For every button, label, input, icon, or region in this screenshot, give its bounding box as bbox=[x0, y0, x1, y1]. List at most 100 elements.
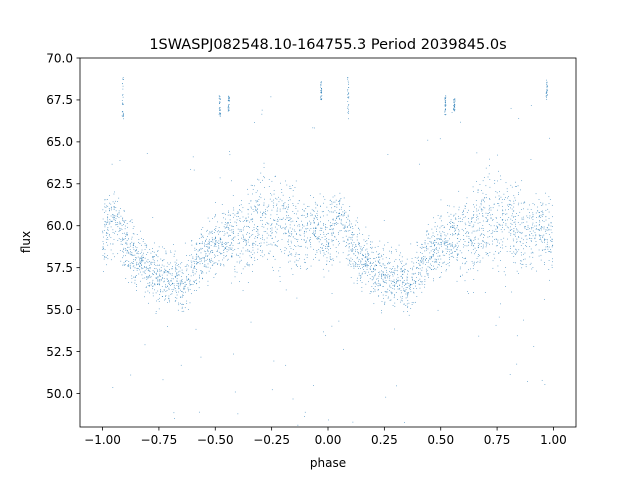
data-point bbox=[445, 264, 447, 265]
data-point bbox=[390, 287, 392, 289]
data-point bbox=[270, 235, 272, 237]
data-point bbox=[268, 204, 270, 206]
data-point bbox=[271, 194, 273, 196]
data-point bbox=[314, 235, 315, 237]
data-point bbox=[254, 237, 256, 239]
data-point bbox=[183, 288, 185, 290]
data-point bbox=[128, 264, 129, 265]
data-point bbox=[263, 211, 264, 213]
data-point bbox=[167, 281, 169, 282]
data-point bbox=[378, 256, 380, 258]
data-point bbox=[232, 237, 234, 239]
data-point bbox=[358, 272, 360, 274]
data-point bbox=[310, 244, 311, 245]
data-point bbox=[244, 238, 246, 240]
data-point bbox=[421, 243, 422, 245]
data-point bbox=[442, 251, 444, 252]
data-point bbox=[379, 262, 381, 264]
data-point bbox=[395, 283, 397, 284]
data-point bbox=[292, 203, 294, 204]
data-point bbox=[505, 267, 506, 268]
data-point bbox=[184, 266, 186, 267]
data-point bbox=[347, 227, 348, 228]
data-point bbox=[446, 248, 448, 250]
data-point bbox=[173, 289, 175, 291]
data-point bbox=[369, 293, 371, 294]
data-point bbox=[119, 221, 120, 223]
data-point bbox=[546, 92, 547, 93]
data-point bbox=[499, 217, 501, 218]
data-point bbox=[382, 286, 384, 287]
data-point bbox=[210, 250, 212, 251]
data-point bbox=[452, 222, 453, 223]
data-point bbox=[264, 213, 266, 214]
data-point bbox=[181, 311, 183, 312]
data-point bbox=[383, 281, 384, 283]
data-point bbox=[144, 266, 145, 267]
data-point bbox=[121, 115, 123, 117]
data-point bbox=[134, 259, 136, 261]
data-point bbox=[242, 221, 244, 222]
data-point bbox=[510, 234, 512, 236]
data-point bbox=[227, 214, 229, 216]
data-point bbox=[450, 223, 451, 224]
data-point bbox=[262, 223, 263, 225]
data-point bbox=[347, 218, 349, 220]
data-point bbox=[229, 100, 230, 102]
data-point bbox=[476, 230, 478, 232]
data-point bbox=[225, 246, 227, 248]
data-point bbox=[349, 243, 350, 245]
data-point bbox=[176, 269, 178, 270]
data-point bbox=[401, 262, 402, 264]
data-point bbox=[289, 251, 290, 253]
data-point bbox=[144, 291, 146, 293]
data-point bbox=[376, 283, 377, 285]
data-point bbox=[546, 94, 548, 95]
data-point bbox=[202, 263, 203, 264]
data-point bbox=[239, 230, 241, 232]
data-point bbox=[217, 263, 219, 265]
data-point bbox=[192, 260, 194, 262]
data-point bbox=[229, 247, 231, 249]
data-point bbox=[165, 284, 166, 286]
data-point bbox=[328, 242, 330, 244]
data-point bbox=[455, 245, 457, 247]
data-point bbox=[389, 290, 390, 292]
data-point bbox=[415, 285, 416, 287]
data-point bbox=[247, 262, 248, 264]
data-point bbox=[386, 267, 388, 269]
data-point bbox=[389, 250, 390, 252]
data-point bbox=[329, 225, 331, 226]
data-point bbox=[331, 207, 332, 209]
data-point bbox=[303, 215, 305, 216]
data-point bbox=[535, 193, 537, 195]
data-point bbox=[263, 226, 265, 228]
data-point bbox=[424, 286, 425, 288]
data-point bbox=[407, 270, 408, 272]
data-point bbox=[473, 226, 474, 228]
data-point bbox=[419, 287, 421, 289]
data-point bbox=[228, 212, 229, 213]
data-point bbox=[472, 262, 474, 264]
data-point bbox=[484, 207, 486, 209]
data-point bbox=[453, 257, 455, 258]
data-point bbox=[228, 96, 230, 98]
data-point bbox=[540, 217, 542, 218]
data-point bbox=[486, 244, 487, 246]
data-point bbox=[436, 261, 438, 263]
data-point bbox=[192, 271, 194, 273]
data-point bbox=[231, 255, 233, 256]
data-point bbox=[371, 286, 373, 287]
data-point bbox=[133, 265, 135, 267]
data-point bbox=[330, 229, 331, 230]
data-point bbox=[120, 243, 122, 245]
data-point bbox=[228, 105, 229, 107]
data-point bbox=[552, 245, 553, 247]
data-point bbox=[545, 248, 546, 250]
data-point bbox=[239, 221, 241, 222]
data-point bbox=[545, 192, 546, 194]
data-point bbox=[326, 251, 328, 252]
data-point bbox=[508, 231, 510, 233]
data-point bbox=[337, 223, 339, 224]
data-point bbox=[381, 273, 383, 275]
